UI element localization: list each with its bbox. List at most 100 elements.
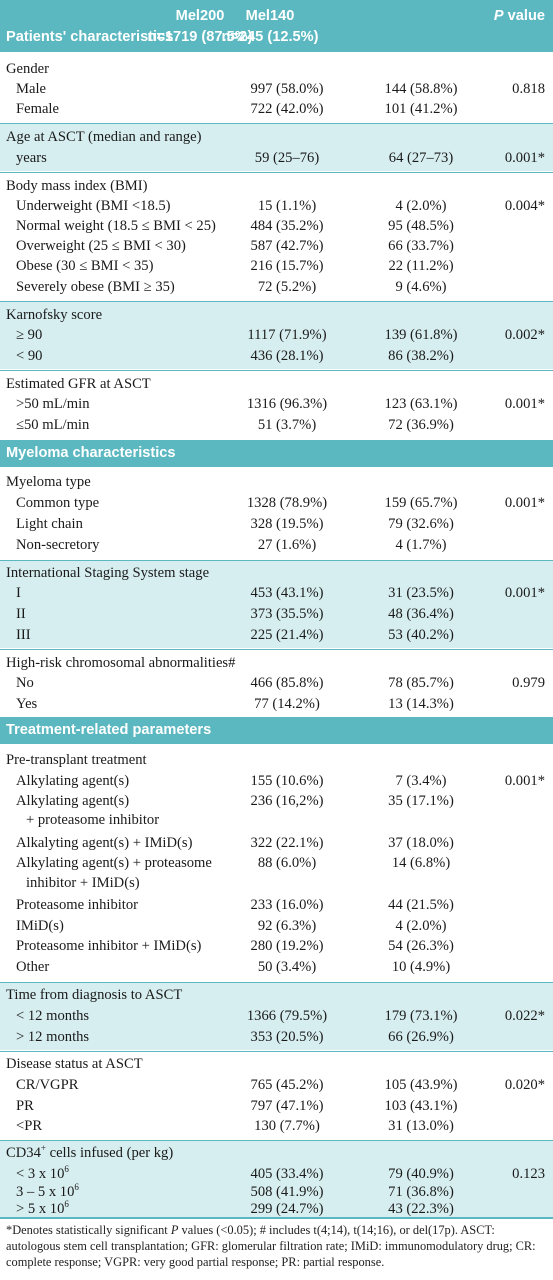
row-label: Light chain [16,516,83,532]
cell-mel200: 15 (1.1%) [257,198,317,214]
separator [0,560,553,561]
header-mel140-n: n=245 (12.5%) [221,29,319,45]
cell-mel200: 484 (35.2%) [250,218,324,234]
cell-mel140: 64 (27–73) [388,150,454,166]
cell-mel200: 299 (24.7%) [250,1201,324,1217]
group-age [0,124,553,171]
cell-mel140: 22 (11.2%) [388,258,454,274]
row-label: Myeloma type [6,474,91,490]
table-row: ≤50 mL/min 51 (3.7%) 72 (36.9%) [0,415,553,435]
cell-mel140: 86 (38.2%) [388,348,454,364]
cell-mel200: 77 (14.2%) [254,696,320,712]
cell-mel200: 51 (3.7%) [257,417,317,433]
row-label: Severely obese (BMI ≥ 35) [16,279,175,295]
row-label: High-risk chromosomal abnormalities# [6,655,236,671]
table-row: International Staging System stage [0,563,553,583]
table-row: >50 mL/min 1316 (96.3%) 123 (63.1%) 0.001* [0,394,553,414]
cell-mel140: 66 (33.7%) [388,238,454,254]
table-row: Estimated GFR at ASCT [0,374,553,394]
label-superscript: 6 [74,1182,79,1193]
header-mel200-n: n=1719 (87.5%) [147,29,253,45]
table-row: Underweight (BMI <18.5) 15 (1.1%) 4 (2.0%)… [0,196,553,216]
cell-mel140: 144 (58.8%) [384,81,458,97]
row-label: inhibitor + IMiD(s) [26,875,140,891]
cell-mel200: 72 (5.2%) [257,279,317,295]
table-row-continuation: + proteasome inhibitor [0,810,553,830]
table-row: Pre-transplant treatment [0,750,553,770]
cell-mel200: 1328 (78.9%) [246,495,328,511]
table-row: ≥ 90 1117 (71.9%) 139 (61.8%) 0.002* [0,325,553,345]
row-label: >50 mL/min [16,396,90,412]
cell-mel200: 328 (19.5%) [250,516,324,532]
cell-mel200: 1316 (96.3%) [246,396,328,412]
row-label: years [16,150,47,166]
group-pretransplant [0,744,553,981]
cell-mel140: 14 (6.8%) [391,855,451,871]
table-row: < 3 x 106 405 (33.4%) 79 (40.9%) 0.123 [0,1164,553,1184]
table-row: Age at ASCT (median and range) [0,127,553,147]
cell-mel200: 155 (10.6%) [250,773,324,789]
table-row: I 453 (43.1%) 31 (23.5%) 0.001* [0,583,553,603]
row-label: Alkylating agent(s) [16,773,130,789]
group-time-to-asct [0,983,553,1050]
cell-mel200: 236 (16,2%) [250,793,324,809]
cell-mel140: 10 (4.9%) [391,959,451,975]
group-iss [0,561,553,648]
table-row: Proteasome inhibitor + IMiD(s) 280 (19.2%… [0,936,553,956]
row-label: Estimated GFR at ASCT [6,376,151,392]
footnote-p: P [170,1223,179,1237]
table-bottom-rule [0,1217,553,1219]
table-row: > 5 x 106 299 (24.7%) 43 (22.3%) [0,1199,553,1219]
cell-mel200: 997 (58.0%) [250,81,324,97]
label-text: CD34 [6,1145,41,1161]
table-row: Overweight (25 ≤ BMI < 30) 587 (42.7%) 66 … [0,236,553,256]
cell-p-value: 0.818 [512,81,545,97]
table-row: CD34+ cells infused (per kg) [0,1143,553,1163]
cell-mel140: 13 (14.3%) [388,696,454,712]
table-footnote: *Denotes statistically significant P val… [6,1222,551,1270]
table-row: Disease status at ASCT [0,1054,553,1074]
cell-p-value: 0.001* [504,495,545,511]
cell-mel140: 139 (61.8%) [384,327,458,343]
table-row: Alkalyting agent(s) + IMiD(s) 322 (22.1%)… [0,833,553,853]
separator [0,172,553,173]
table-row: < 90 436 (28.1%) 86 (38.2%) [0,346,553,366]
row-label: ≤50 mL/min [16,417,90,433]
row-label: Yes [16,696,38,712]
table-row: Other 50 (3.4%) 10 (4.9%) [0,957,553,977]
group-myeloma-type [0,467,553,559]
section-treatment: Treatment-related parameters [0,717,553,744]
row-label: III [16,627,31,643]
separator [0,370,553,371]
cell-mel140: 4 (2.0%) [395,198,447,214]
footnote-post: values (<0.05); # includes t(4;14), t(14… [6,1223,536,1269]
footnote-pre: *Denotes statistically significant [6,1223,171,1237]
header-characteristics: Patients' characteristics [6,29,174,45]
cell-mel200: 353 (20.5%) [250,1029,324,1045]
separator [0,301,553,302]
cell-mel140: 31 (23.5%) [388,585,454,601]
row-label: Other [16,959,50,975]
row-label: Female [16,101,59,117]
row-label: ≥ 90 [16,327,43,343]
table-row: Proteasome inhibitor 233 (16.0%) 44 (21.5%… [0,895,553,915]
group-karnofsky [0,302,553,369]
cell-p-value: 0.002* [504,327,545,343]
row-label: Karnofsky score [6,307,103,323]
cell-p-value: 0.001* [504,585,545,601]
table-row: > 12 months 353 (20.5%) 66 (26.9%) [0,1027,553,1047]
row-label: Proteasome inhibitor + IMiD(s) [16,938,202,954]
row-label: Common type [16,495,100,511]
table-row: Body mass index (BMI) [0,176,553,196]
row-label: Disease status at ASCT [6,1056,143,1072]
separator [0,1051,553,1052]
row-label: 3 – 5 x 106 [16,1182,79,1202]
row-label: < 3 x 106 [16,1164,69,1184]
table-row: Light chain 328 (19.5%) 79 (32.6%) [0,514,553,534]
cell-mel200: 280 (19.2%) [250,938,324,954]
cell-p-value: 0.004* [504,198,545,214]
cell-mel200: 466 (85.8%) [250,675,324,691]
row-label: I [16,585,21,601]
table-row: Karnofsky score [0,305,553,325]
